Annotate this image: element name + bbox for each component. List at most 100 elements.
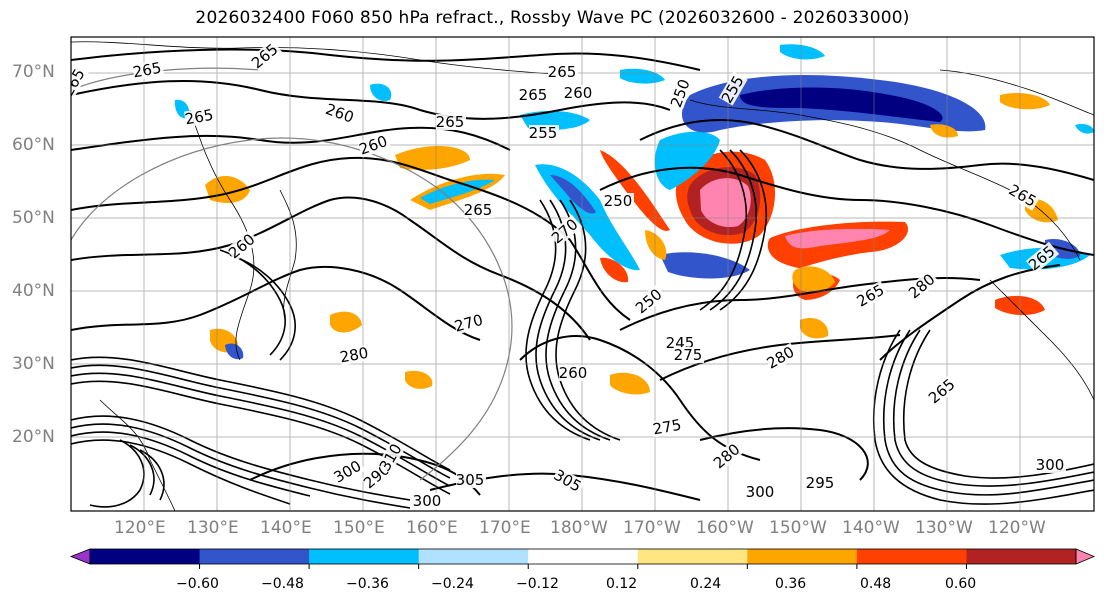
colorbar-tick-label: −0.12 (516, 576, 559, 592)
lon-label-160w: 160°W (696, 518, 754, 538)
contour-label: 275 (674, 346, 703, 364)
contour-label-bg (436, 114, 466, 130)
contour-label-bg (564, 85, 594, 101)
colorbar-tick-label: −0.24 (431, 576, 474, 592)
contour-label-bg (338, 344, 372, 366)
colorbar-tick-label: 0.24 (690, 576, 722, 592)
lat-label-60n: 60°N (12, 135, 55, 155)
contour-label-bg (604, 193, 634, 209)
colorbar-tick-label: −0.36 (346, 576, 389, 592)
contour-label: 260 (564, 84, 593, 102)
contour-label-bg (331, 456, 366, 486)
lon-label-180w: 180°W (550, 518, 608, 538)
colorbar-segment (747, 549, 858, 564)
lat-label-20n: 20°N (12, 427, 55, 447)
colorbar-tick-label: −0.48 (261, 576, 304, 592)
contour-label: 300 (413, 492, 442, 510)
colorbar-segment (856, 549, 967, 564)
contour-label-bg (718, 71, 748, 106)
contour-label-bg (854, 280, 889, 310)
contour-label-bg (746, 484, 776, 500)
lat-label-30n: 30°N (12, 354, 55, 374)
contour-label: 300 (746, 483, 775, 501)
contour-label-bg (413, 493, 443, 509)
contour-label: 265 (464, 201, 493, 219)
contour-label: 265 (519, 86, 548, 104)
colorbar-segment (199, 549, 310, 564)
contour-label-bg (905, 269, 940, 302)
colorbar-tick-label: 0.60 (945, 576, 977, 592)
lon-label-120w: 120°W (988, 518, 1046, 538)
lon-label-140w: 140°W (842, 518, 900, 538)
colorbar-tick-label: 0.48 (860, 576, 892, 592)
colorbar-tick-label: −0.60 (176, 576, 219, 592)
contour-label: 295 (806, 474, 835, 492)
contour-label-bg (551, 466, 586, 496)
shaded-anomalies (174, 44, 1094, 395)
contour-label-bg (1025, 241, 1060, 274)
map-title: 2026032400 F060 850 hPa refract., Rossby… (195, 8, 910, 28)
lat-label-40n: 40°N (12, 281, 55, 301)
contour-label-bg (548, 64, 578, 80)
contour-label-bg (674, 347, 704, 363)
lat-label-50n: 50°N (12, 208, 55, 228)
contour-label-bg (925, 374, 960, 407)
contour-label: 265 (436, 113, 465, 131)
contour-label-bg (323, 100, 358, 127)
contour-label-bg (248, 39, 283, 72)
contour-label-bg (764, 342, 799, 372)
colorbar-segment (966, 549, 1077, 564)
contour-label-bg (183, 106, 217, 128)
contour-label-bg (548, 214, 583, 247)
contour-label-bg (464, 202, 494, 218)
contour-label: 255 (529, 124, 558, 142)
lon-label-170w: 170°W (623, 518, 681, 538)
contour-label-bg (456, 472, 486, 488)
contour-label-bg (357, 132, 392, 158)
contour-label-bg (1036, 457, 1066, 473)
colorbar (69, 548, 1096, 569)
contour-label-bg (710, 439, 745, 472)
colorbar-segment (309, 549, 420, 564)
contour-label-bg (71, 64, 89, 99)
colorbar-segment (528, 549, 639, 564)
lon-label-130w: 130°W (915, 518, 973, 538)
lon-label-170e: 170°E (479, 518, 531, 538)
colorbar-tick-label: 0.12 (606, 576, 638, 592)
contour-label-bg (519, 87, 549, 103)
contour-label: 265 (548, 63, 577, 81)
contour-label: 305 (456, 471, 485, 489)
contour-label: 300 (1036, 456, 1065, 474)
contour-label: 250 (604, 192, 633, 210)
graticule (71, 37, 1094, 511)
lon-label-130e: 130°E (187, 518, 239, 538)
colorbar-tick-label: 0.36 (775, 576, 807, 592)
contour-label-bg (1006, 181, 1041, 211)
jet-stream-contours (71, 149, 1094, 509)
contour-label-bg (225, 229, 260, 262)
contour-label-bg (806, 475, 836, 491)
colorbar-segment (418, 549, 529, 564)
lon-label-150e: 150°E (333, 518, 385, 538)
contour-label: 280 (338, 344, 369, 367)
contour-label: 275 (651, 416, 682, 439)
contour-label-bg (667, 75, 694, 110)
contour-label-bg (632, 284, 667, 317)
contour-label: 265 (183, 106, 214, 129)
contour-label: 265 (131, 59, 162, 82)
contour-label-bg (131, 59, 165, 81)
contour-label-bg (453, 311, 487, 335)
colorbar-outline (89, 548, 1077, 565)
colorbar-extend-high (1075, 548, 1096, 565)
contour-label-bg (651, 416, 685, 438)
lon-label-120e: 120°E (114, 518, 166, 538)
lon-label-160e: 160°E (406, 518, 458, 538)
contour-label-bg (376, 439, 406, 474)
lat-label-70n: 70°N (12, 62, 55, 82)
lon-label-150w: 150°W (769, 518, 827, 538)
contour-label: 260 (559, 364, 588, 382)
colorbar-extend-low (69, 548, 91, 565)
lon-label-140e: 140°E (260, 518, 312, 538)
map-frame (70, 36, 1095, 512)
